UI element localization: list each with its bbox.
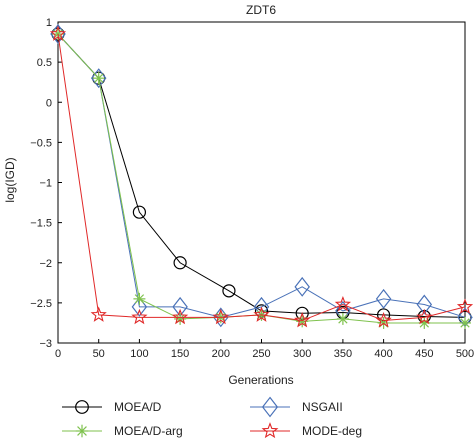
- legend-label: MOEA/D-arg: [114, 424, 183, 438]
- x-tick-label: 150: [171, 348, 189, 360]
- chart-title: ZDT6: [246, 3, 276, 17]
- y-tick-label: −1: [39, 178, 52, 190]
- data-point-nsgaii: [131, 296, 148, 317]
- x-tick-label: 400: [374, 348, 392, 360]
- legend-item-nsgaii: NSGAII: [250, 396, 343, 418]
- legend-marker-moea-d-arg: [75, 424, 89, 438]
- asterisk-stroke: [460, 318, 470, 328]
- legend-item-moea-d: MOEA/D: [62, 400, 162, 414]
- series-moea-d-arg: [52, 28, 471, 329]
- series-mode-deg: [49, 25, 474, 328]
- y-tick-label: −0.5: [30, 137, 52, 149]
- data-point-mode-deg: [171, 308, 189, 325]
- legend-item-moea-d-arg: MOEA/D-arg: [62, 424, 183, 438]
- legend: MOEA/D NSGAII MOEA/D-arg MODE-deg: [62, 396, 362, 439]
- y-tick-label: −2.5: [30, 298, 52, 310]
- data-point-nsgaii: [50, 24, 66, 45]
- series-nsgaii: [50, 24, 473, 328]
- data-point-moea-d: [173, 256, 187, 270]
- data-point-moea-d-arg: [336, 312, 349, 325]
- data-point-mode-deg: [253, 306, 270, 322]
- x-axis: 0 50 100 150 200 250 300 350 400 450 500: [55, 339, 474, 360]
- legend-label: MOEA/D: [114, 400, 162, 414]
- x-tick-label: 500: [456, 348, 474, 360]
- legend-marker-moea-d: [75, 400, 89, 414]
- series-line-moea-d: [57, 33, 466, 318]
- x-tick-label: 450: [415, 348, 433, 360]
- legend-label: NSGAII: [302, 400, 343, 414]
- data-point-mode-deg: [456, 298, 474, 314]
- data-point-nsgaii: [213, 307, 229, 328]
- x-tick-label: 50: [93, 348, 105, 360]
- legend-marker-nsgaii: [261, 396, 279, 418]
- x-tick-label: 250: [252, 348, 270, 360]
- y-tick-label: 0: [46, 97, 52, 109]
- data-point-moea-d-arg: [459, 316, 471, 329]
- data-point-nsgaii: [375, 288, 392, 309]
- y-tick-label: −1.5: [30, 218, 52, 230]
- y-axis-title: log(IGD): [3, 157, 17, 202]
- asterisk-stroke: [94, 73, 104, 83]
- data-point-mode-deg: [212, 308, 229, 325]
- y-tick-label: −3: [39, 338, 52, 350]
- series-line-nsgaii: [57, 33, 466, 318]
- x-tick-label: 200: [212, 348, 230, 360]
- series-layer: [49, 24, 474, 329]
- legend-marker-mode-deg: [261, 422, 279, 439]
- y-tick-label: 1: [46, 17, 52, 29]
- series-moea-d: [51, 27, 472, 324]
- data-point-moea-d-arg: [92, 72, 105, 85]
- x-tick-label: 0: [55, 348, 61, 360]
- data-point-moea-d: [222, 284, 236, 298]
- series-line-moea-d-arg: [57, 33, 465, 324]
- asterisk-stroke: [338, 314, 348, 324]
- series-line-mode-deg: [57, 33, 466, 322]
- y-tick-label: −2: [39, 258, 52, 270]
- data-point-mode-deg: [375, 311, 392, 328]
- x-tick-label: 300: [293, 348, 311, 360]
- data-point-mode-deg: [131, 308, 148, 325]
- data-point-nsgaii: [416, 294, 433, 315]
- x-axis-title: Generations: [228, 373, 293, 387]
- data-point-mode-deg: [416, 308, 433, 325]
- data-point-mode-deg: [90, 306, 107, 322]
- data-point-nsgaii: [90, 68, 107, 89]
- data-point-mode-deg: [49, 25, 67, 41]
- data-point-moea-d-arg: [133, 292, 146, 305]
- legend-item-mode-deg: MODE-deg: [250, 422, 362, 439]
- asterisk-stroke: [134, 294, 145, 304]
- y-axis: 1 0.5 0 −0.5 −1 −1.5 −2 −2.5 −3: [30, 17, 62, 350]
- y-tick-label: 0.5: [37, 57, 52, 69]
- plot-border: [57, 21, 466, 344]
- data-point-moea-d: [132, 205, 146, 219]
- x-tick-label: 100: [130, 348, 148, 360]
- data-point-mode-deg: [294, 311, 311, 328]
- data-point-nsgaii: [294, 276, 310, 297]
- asterisk-stroke: [77, 426, 87, 436]
- plot-frame: [57, 21, 466, 344]
- legend-label: MODE-deg: [302, 424, 362, 438]
- x-tick-label: 350: [334, 348, 352, 360]
- data-point-mode-deg: [334, 295, 352, 312]
